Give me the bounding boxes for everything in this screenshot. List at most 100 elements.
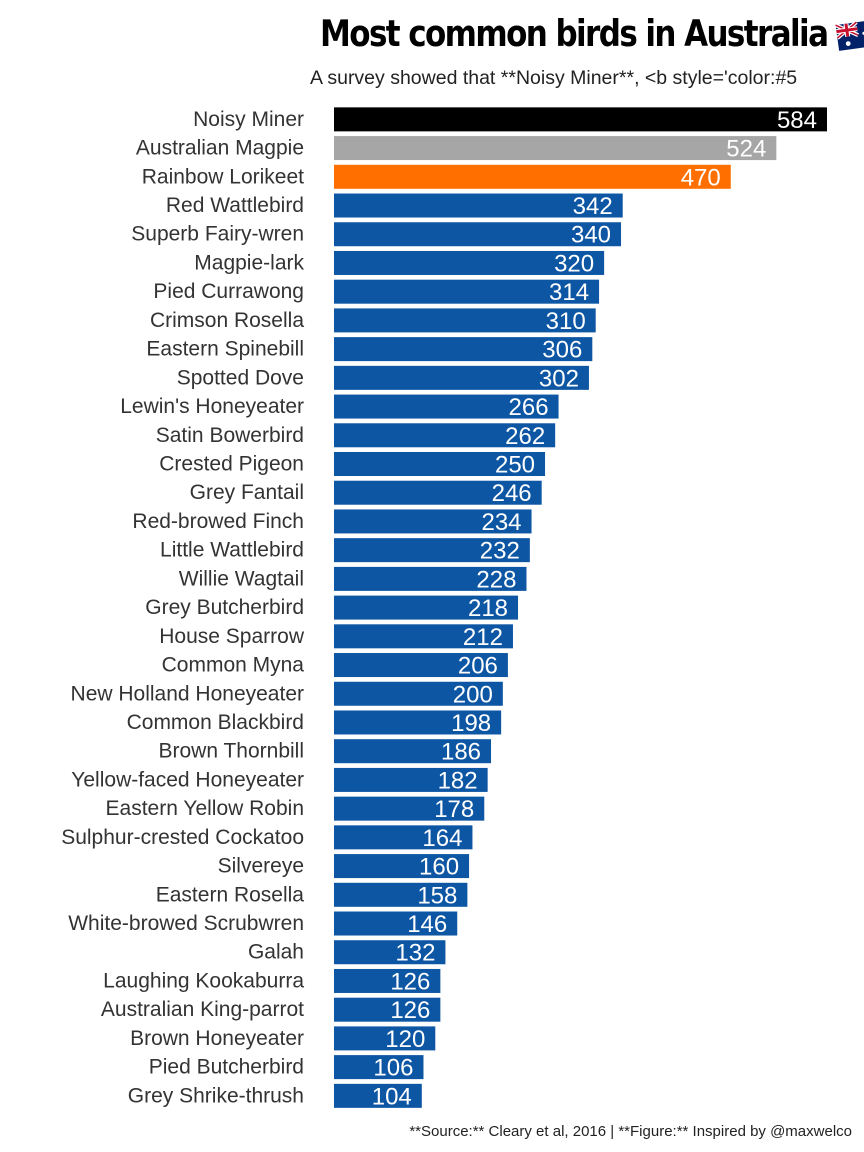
bar [334, 423, 556, 448]
bar-row: Common Blackbird 198 [127, 710, 502, 737]
category-label: Grey Butcherbird [145, 596, 304, 619]
bar [334, 222, 622, 247]
value-label: 262 [505, 423, 545, 450]
bar [334, 250, 605, 275]
bar-row: Sulphur-crested Cockatoo 164 [61, 825, 473, 852]
category-label: Australian King-parrot [101, 998, 304, 1021]
bar [334, 940, 446, 965]
bar [334, 193, 623, 218]
category-label: Eastern Rosella [156, 883, 305, 906]
value-label: 164 [422, 825, 462, 852]
category-label: Crimson Rosella [150, 309, 304, 332]
bar [334, 107, 827, 132]
category-label: Pied Currawong [153, 280, 304, 303]
bar [334, 164, 731, 189]
union-jack [835, 20, 860, 40]
category-label: House Sparrow [159, 625, 305, 648]
bar [334, 796, 485, 821]
bar [334, 509, 532, 534]
bar [334, 1055, 424, 1080]
bar-row: Noisy Miner 584 [193, 107, 827, 134]
category-label: White-browed Scrubwren [68, 912, 304, 935]
bar-row: Yellow-faced Honeyeater 182 [71, 767, 488, 794]
category-label: Superb Fairy-wren [131, 223, 304, 246]
chart-title: Most common birds in Australia [0, 12, 864, 64]
value-label: 178 [434, 796, 474, 823]
title-row: Most common birds in Australia [320, 12, 864, 56]
bar-row: Pied Currawong 314 [153, 279, 600, 306]
bar-row: Australian King-parrot 126 [101, 997, 441, 1024]
bar-row: Satin Bowerbird 262 [156, 423, 556, 450]
bar-row: White-browed Scrubwren 146 [68, 911, 458, 938]
bar-row: Grey Shrike-thrush 104 [128, 1083, 422, 1110]
category-label: Crested Pigeon [159, 453, 304, 476]
category-label: Pied Butcherbird [149, 1056, 304, 1079]
value-label: 250 [495, 452, 535, 479]
value-label: 158 [417, 882, 457, 909]
title-text: Most common birds in Australia [320, 12, 829, 56]
value-label: 126 [390, 997, 430, 1024]
value-label: 218 [468, 595, 508, 622]
category-label: Magpie-lark [194, 251, 304, 274]
value-label: 340 [571, 222, 611, 249]
value-label: 246 [492, 480, 532, 507]
chart-subtitle: A survey showed that **Noisy Miner**, <b… [310, 67, 798, 89]
bar-row: Willie Wagtail 228 [179, 566, 527, 593]
bar [334, 653, 508, 678]
bar [334, 767, 488, 792]
bar [334, 566, 527, 591]
bar-row: Silvereye 160 [218, 854, 470, 881]
bar-row: Spotted Dove 302 [177, 365, 589, 392]
bar [334, 136, 777, 161]
bar [334, 337, 593, 362]
bar-row: Galah 132 [248, 940, 446, 967]
bar [334, 854, 470, 879]
bar-row: Crimson Rosella 310 [150, 308, 596, 335]
value-label: 306 [542, 337, 582, 364]
value-label: 234 [481, 509, 521, 536]
value-label: 266 [509, 394, 549, 421]
category-label: Spotted Dove [177, 366, 304, 389]
bar-row: Grey Fantail 246 [190, 480, 542, 507]
bar-row: House Sparrow 212 [159, 624, 513, 651]
value-label: 470 [681, 164, 721, 191]
category-label: Lewin's Honeyeater [120, 395, 304, 418]
bar [334, 882, 468, 907]
value-label: 584 [777, 107, 817, 134]
bar-row: New Holland Honeyeater 200 [71, 681, 503, 708]
bar-row: Crested Pigeon 250 [159, 452, 546, 479]
value-label: 342 [573, 193, 613, 220]
bar-row: Laughing Kookaburra 126 [103, 968, 441, 995]
value-label: 160 [419, 854, 459, 881]
bar-row: Superb Fairy-wren 340 [131, 222, 622, 249]
bar-row: Australian Magpie 524 [136, 136, 777, 163]
bar [334, 279, 600, 304]
bar [334, 997, 441, 1022]
bar-row: Common Myna 206 [162, 653, 508, 680]
value-label: 126 [390, 968, 430, 995]
category-label: Yellow-faced Honeyeater [71, 768, 304, 791]
category-label: Sulphur-crested Cockatoo [61, 826, 304, 849]
bar [334, 968, 441, 993]
value-label: 186 [441, 739, 481, 766]
bar [334, 452, 546, 476]
bar [334, 394, 559, 419]
bar-row: Lewin's Honeyeater 266 [120, 394, 559, 421]
category-label: Brown Honeyeater [130, 1027, 304, 1050]
bar-row: Brown Thornbill 186 [158, 739, 492, 766]
bar-row: Magpie-lark 320 [194, 250, 605, 277]
bar [334, 308, 596, 333]
value-label: 212 [463, 624, 503, 651]
bar [334, 1083, 422, 1108]
value-label: 228 [476, 566, 516, 593]
category-label: Grey Fantail [190, 481, 304, 504]
value-label: 206 [458, 653, 498, 680]
category-label: Common Myna [162, 654, 305, 677]
category-label: Common Blackbird [127, 711, 304, 734]
category-label: Little Wattlebird [160, 539, 304, 562]
value-label: 182 [438, 767, 478, 794]
value-label: 106 [373, 1055, 413, 1082]
bar-row: Brown Honeyeater 120 [130, 1026, 436, 1053]
category-label: Galah [248, 941, 304, 964]
